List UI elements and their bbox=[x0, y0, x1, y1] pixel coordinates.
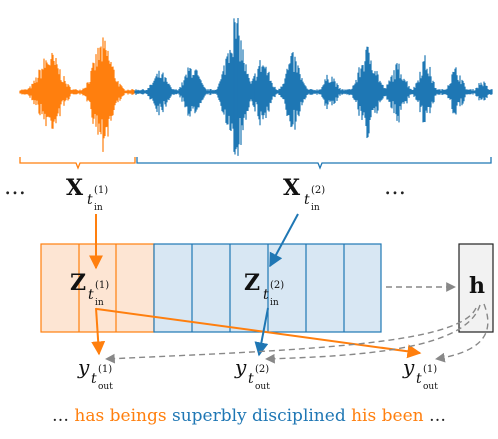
svg-text:t: t bbox=[91, 371, 97, 387]
svg-text:in: in bbox=[95, 298, 104, 308]
svg-text:(2): (2) bbox=[311, 185, 325, 196]
svg-text:y: y bbox=[234, 355, 247, 379]
output-label-y1-left: y t (1) out bbox=[77, 355, 113, 392]
svg-text:(2): (2) bbox=[255, 364, 269, 375]
svg-text:(1): (1) bbox=[98, 364, 112, 375]
segment-brace-2 bbox=[137, 157, 491, 168]
svg-text:t: t bbox=[87, 192, 93, 208]
svg-text:y: y bbox=[402, 355, 415, 379]
svg-text:in: in bbox=[311, 203, 320, 213]
svg-text:(1): (1) bbox=[423, 364, 437, 375]
transcript-caption: … has beings superbly disciplined his be… bbox=[0, 406, 498, 426]
caption-word-2: superbly disciplined bbox=[172, 406, 346, 426]
ellipsis-right: … bbox=[384, 175, 406, 200]
svg-text:t: t bbox=[248, 371, 254, 387]
svg-text:X: X bbox=[283, 175, 301, 201]
input-label-x1: X t (1) in bbox=[66, 175, 108, 213]
svg-text:Z: Z bbox=[244, 270, 260, 296]
svg-text:y: y bbox=[77, 355, 90, 379]
caption-word-1: has beings bbox=[74, 406, 166, 426]
svg-text:t: t bbox=[304, 192, 310, 208]
svg-text:X: X bbox=[66, 175, 84, 201]
caption-word-3: his been bbox=[351, 406, 423, 426]
svg-text:out: out bbox=[255, 382, 270, 392]
svg-text:Z: Z bbox=[70, 270, 86, 296]
segment-brace-1 bbox=[20, 157, 135, 168]
svg-text:(1): (1) bbox=[95, 280, 109, 291]
svg-text:out: out bbox=[423, 382, 438, 392]
output-label-y1-right: y t (1) out bbox=[402, 355, 438, 392]
svg-text:h: h bbox=[469, 273, 485, 299]
output-label-y2: y t (2) out bbox=[234, 355, 270, 392]
input-label-x2: X t (2) in bbox=[283, 175, 325, 213]
svg-text:t: t bbox=[88, 287, 94, 303]
audio-waveform bbox=[20, 18, 492, 156]
caption-trail: … bbox=[429, 406, 446, 426]
svg-text:out: out bbox=[98, 382, 113, 392]
svg-text:in: in bbox=[270, 298, 279, 308]
svg-text:t: t bbox=[416, 371, 422, 387]
caption-lead: … bbox=[52, 406, 69, 426]
ellipsis-left: … bbox=[4, 175, 26, 200]
svg-text:t: t bbox=[263, 287, 269, 303]
svg-text:(1): (1) bbox=[94, 185, 108, 196]
svg-text:(2): (2) bbox=[270, 280, 284, 291]
svg-text:in: in bbox=[94, 203, 103, 213]
